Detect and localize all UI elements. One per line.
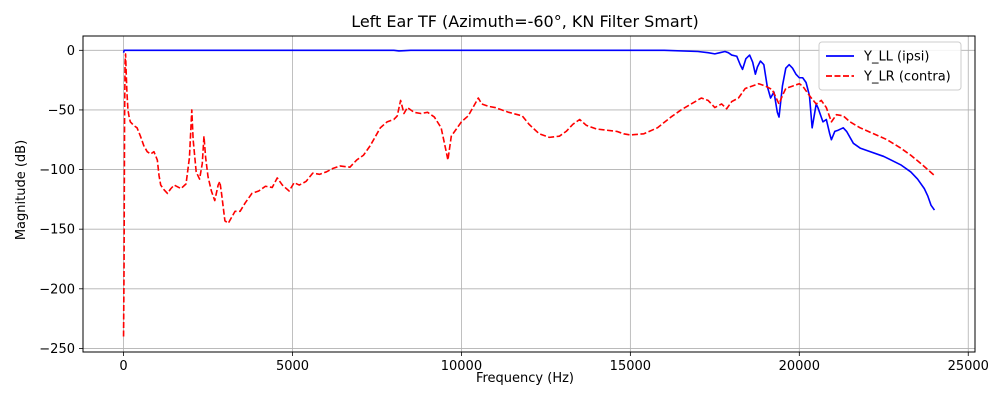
- x-tick-label: 20000: [779, 359, 820, 374]
- y-tick-label: 0: [67, 44, 75, 59]
- legend-box: [818, 41, 962, 91]
- series-line-y-lr-contra: [122, 53, 935, 337]
- y-tick-label: −200: [39, 282, 75, 297]
- series-line-y-ll-ipsi: [122, 49, 936, 211]
- y-tick-label: −50: [48, 103, 75, 118]
- chart-title: Left Ear TF (Azimuth=-60°, KN Filter Sma…: [351, 12, 699, 31]
- x-tick-label: 0: [119, 359, 127, 374]
- y-tick-label: −250: [39, 342, 75, 357]
- x-tick-label: 15000: [610, 359, 651, 374]
- y-axis-label: Magnitude (dB): [14, 140, 29, 240]
- legend-label: Y_LR (contra): [863, 70, 951, 85]
- y-tick-label: −150: [39, 223, 75, 238]
- series-layer: [122, 49, 936, 337]
- plot-area-frame: [82, 35, 976, 353]
- ticks-layer: 0 5000 10000 15000 20000 25000 0 −50 −100 −150 −20…: [39, 44, 989, 374]
- y-tick-label: −100: [39, 163, 75, 178]
- x-tick-label: 5000: [276, 359, 309, 374]
- x-tick-label: 10000: [441, 359, 482, 374]
- legend: Y_LL (ipsi) Y_LR (contra): [818, 41, 962, 91]
- legend-label: Y_LL (ipsi): [863, 50, 929, 65]
- x-tick-label: 25000: [948, 359, 989, 374]
- x-axis-label: Frequency (Hz): [476, 371, 574, 386]
